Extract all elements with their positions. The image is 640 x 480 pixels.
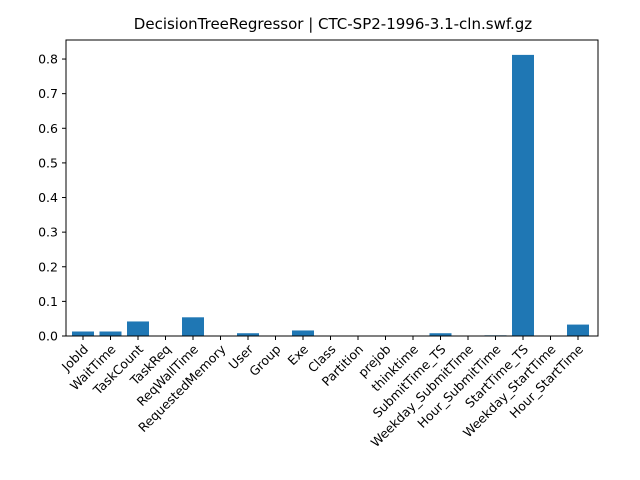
y-tick-label: 0.6 xyxy=(38,121,58,136)
bar-user xyxy=(237,333,259,336)
y-tick-label: 0.4 xyxy=(38,190,58,205)
bar-submittime-ts xyxy=(429,333,452,336)
y-tick-label: 0.1 xyxy=(38,294,58,309)
bar-starttime-ts xyxy=(512,54,534,337)
bar-waittime xyxy=(99,331,122,336)
chart-title: DecisionTreeRegressor | CTC-SP2-1996-3.1… xyxy=(134,15,533,33)
bar-reqwalltime xyxy=(182,317,204,336)
y-tick-label: 0.0 xyxy=(38,329,58,344)
x-tick-label: Group xyxy=(246,341,284,379)
y-axis: 0.0 0.1 0.2 0.3 0.4 0.5 0.6 0.7 0.8 xyxy=(38,52,66,344)
y-tick-label: 0.3 xyxy=(38,225,58,240)
bar-hour-starttime xyxy=(567,324,589,336)
y-tick-label: 0.8 xyxy=(38,52,58,67)
plot-frame xyxy=(65,39,599,337)
bar-taskcount xyxy=(127,321,149,336)
y-tick-label: 0.2 xyxy=(38,259,58,274)
bar-jobid xyxy=(72,331,94,336)
y-tick-label: 0.7 xyxy=(38,86,58,101)
bar-exe xyxy=(292,330,314,336)
bars-group xyxy=(72,54,589,337)
y-tick-label: 0.5 xyxy=(38,155,58,170)
x-axis: JobIdWaitTimeTaskCountTaskReqReqWallTime… xyxy=(58,336,586,450)
